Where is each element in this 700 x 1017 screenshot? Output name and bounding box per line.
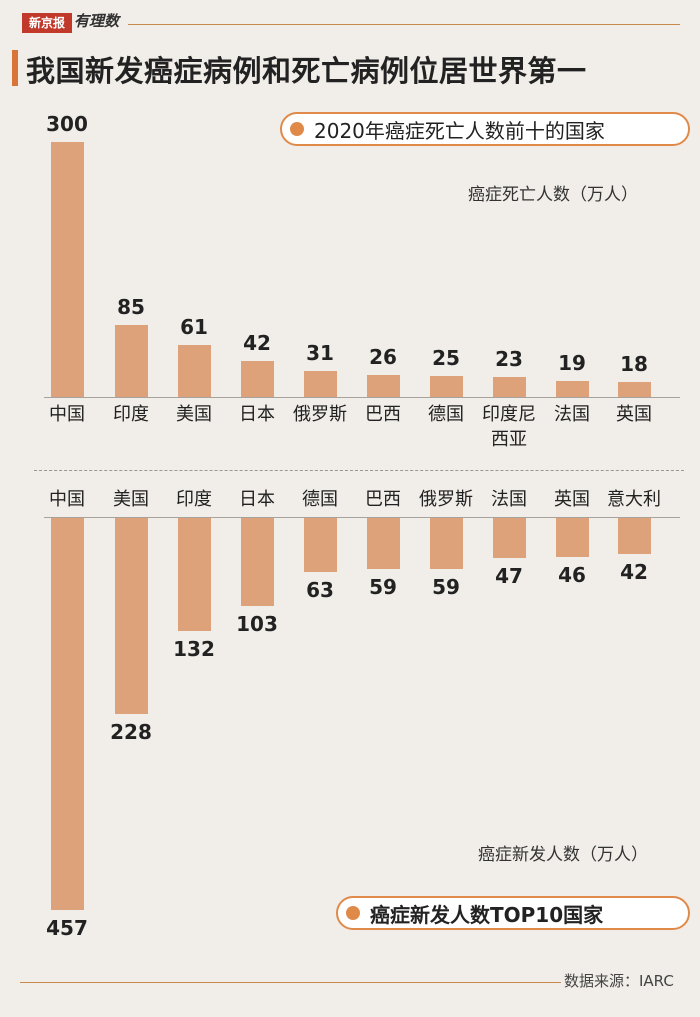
deaths-category-label: 美国 bbox=[176, 404, 212, 425]
new-cases-category-label: 意大利 bbox=[607, 489, 661, 510]
deaths-value-label: 300 bbox=[46, 112, 88, 136]
new-cases-category-label: 英国 bbox=[554, 489, 590, 510]
new-cases-chart-title: 癌症新发人数TOP10国家 bbox=[370, 902, 604, 927]
new-cases-bar bbox=[366, 518, 400, 569]
new-cases-bar bbox=[177, 518, 211, 632]
deaths-category-label: 中国 bbox=[49, 404, 85, 425]
data-source: 数据来源：IARC bbox=[564, 972, 674, 990]
bullet-dot-icon bbox=[346, 906, 360, 920]
new-cases-bar bbox=[492, 518, 526, 559]
new-cases-bar bbox=[114, 518, 148, 714]
new-cases-category-label: 中国 bbox=[49, 489, 85, 510]
new-cases-category-label: 美国 bbox=[113, 489, 149, 510]
deaths-category-label: 俄罗斯 bbox=[293, 404, 347, 425]
new-cases-value-label: 46 bbox=[558, 563, 586, 588]
new-cases-bar bbox=[429, 518, 463, 569]
new-cases-bar bbox=[303, 518, 337, 573]
title-accent-bar bbox=[12, 50, 18, 86]
new-cases-category-label: 俄罗斯 bbox=[419, 489, 473, 510]
deaths-bar bbox=[366, 374, 400, 397]
new-cases-value-label: 63 bbox=[306, 578, 334, 603]
deaths-category-label: 英国 bbox=[616, 404, 652, 425]
deaths-value-label: 25 bbox=[432, 345, 460, 370]
deaths-chart-title-pill: 2020年癌症死亡人数前十的国家 bbox=[280, 112, 690, 146]
new-cases-bar bbox=[617, 518, 651, 555]
new-cases-value-label: 47 bbox=[495, 564, 523, 589]
deaths-axis-label: 癌症死亡人数（万人） bbox=[468, 185, 638, 205]
new-cases-baseline bbox=[44, 517, 680, 518]
deaths-category-label: 印度尼 西亚 bbox=[482, 404, 536, 450]
deaths-bar bbox=[555, 380, 589, 397]
new-cases-bar bbox=[50, 518, 84, 910]
deaths-bar bbox=[177, 345, 211, 397]
new-cases-category-label: 法国 bbox=[491, 489, 527, 510]
new-cases-category-label: 巴西 bbox=[365, 489, 401, 510]
new-cases-axis-label: 癌症新发人数（万人） bbox=[478, 845, 648, 865]
deaths-bar bbox=[114, 324, 148, 397]
new-cases-bar bbox=[240, 518, 274, 607]
deaths-bar bbox=[303, 370, 337, 397]
brand-logo: 新京报 bbox=[22, 13, 72, 33]
deaths-value-label: 23 bbox=[495, 347, 523, 372]
deaths-bar bbox=[492, 377, 526, 397]
new-cases-value-label: 59 bbox=[369, 574, 397, 599]
new-cases-bar bbox=[555, 518, 589, 558]
deaths-baseline bbox=[44, 397, 680, 398]
new-cases-value-label: 103 bbox=[236, 612, 278, 637]
deaths-value-label: 18 bbox=[620, 351, 648, 376]
deaths-value-label: 26 bbox=[369, 344, 397, 369]
deaths-value-label: 42 bbox=[243, 331, 271, 356]
section-divider bbox=[34, 470, 684, 471]
deaths-bar bbox=[50, 142, 84, 397]
deaths-bar bbox=[429, 375, 463, 397]
deaths-bar bbox=[240, 361, 274, 397]
footer-rule bbox=[20, 982, 561, 983]
page-title: 我国新发癌症病例和死亡病例位居世界第一 bbox=[26, 54, 587, 88]
deaths-value-label: 61 bbox=[180, 315, 208, 340]
new-cases-value-label: 59 bbox=[432, 574, 460, 599]
deaths-category-label: 德国 bbox=[428, 404, 464, 425]
deaths-category-label: 法国 bbox=[554, 404, 590, 425]
deaths-chart-title: 2020年癌症死亡人数前十的国家 bbox=[314, 118, 605, 143]
new-cases-chart-title-pill: 癌症新发人数TOP10国家 bbox=[336, 896, 690, 930]
deaths-value-label: 85 bbox=[117, 294, 145, 319]
new-cases-value-label: 132 bbox=[173, 637, 215, 662]
new-cases-value-label: 228 bbox=[110, 719, 152, 744]
deaths-value-label: 31 bbox=[306, 340, 334, 365]
new-cases-category-label: 德国 bbox=[302, 489, 338, 510]
header-rule bbox=[128, 24, 680, 25]
bullet-dot-icon bbox=[290, 122, 304, 136]
deaths-category-label: 日本 bbox=[239, 404, 275, 425]
new-cases-value-label: 457 bbox=[46, 916, 88, 940]
new-cases-category-label: 日本 bbox=[239, 489, 275, 510]
deaths-category-label: 巴西 bbox=[365, 404, 401, 425]
brand-subtitle: 有理数 bbox=[74, 12, 120, 30]
deaths-category-label: 印度 bbox=[113, 404, 149, 425]
deaths-bar bbox=[617, 381, 651, 397]
deaths-value-label: 19 bbox=[558, 350, 586, 375]
new-cases-value-label: 42 bbox=[620, 560, 648, 585]
new-cases-category-label: 印度 bbox=[176, 489, 212, 510]
